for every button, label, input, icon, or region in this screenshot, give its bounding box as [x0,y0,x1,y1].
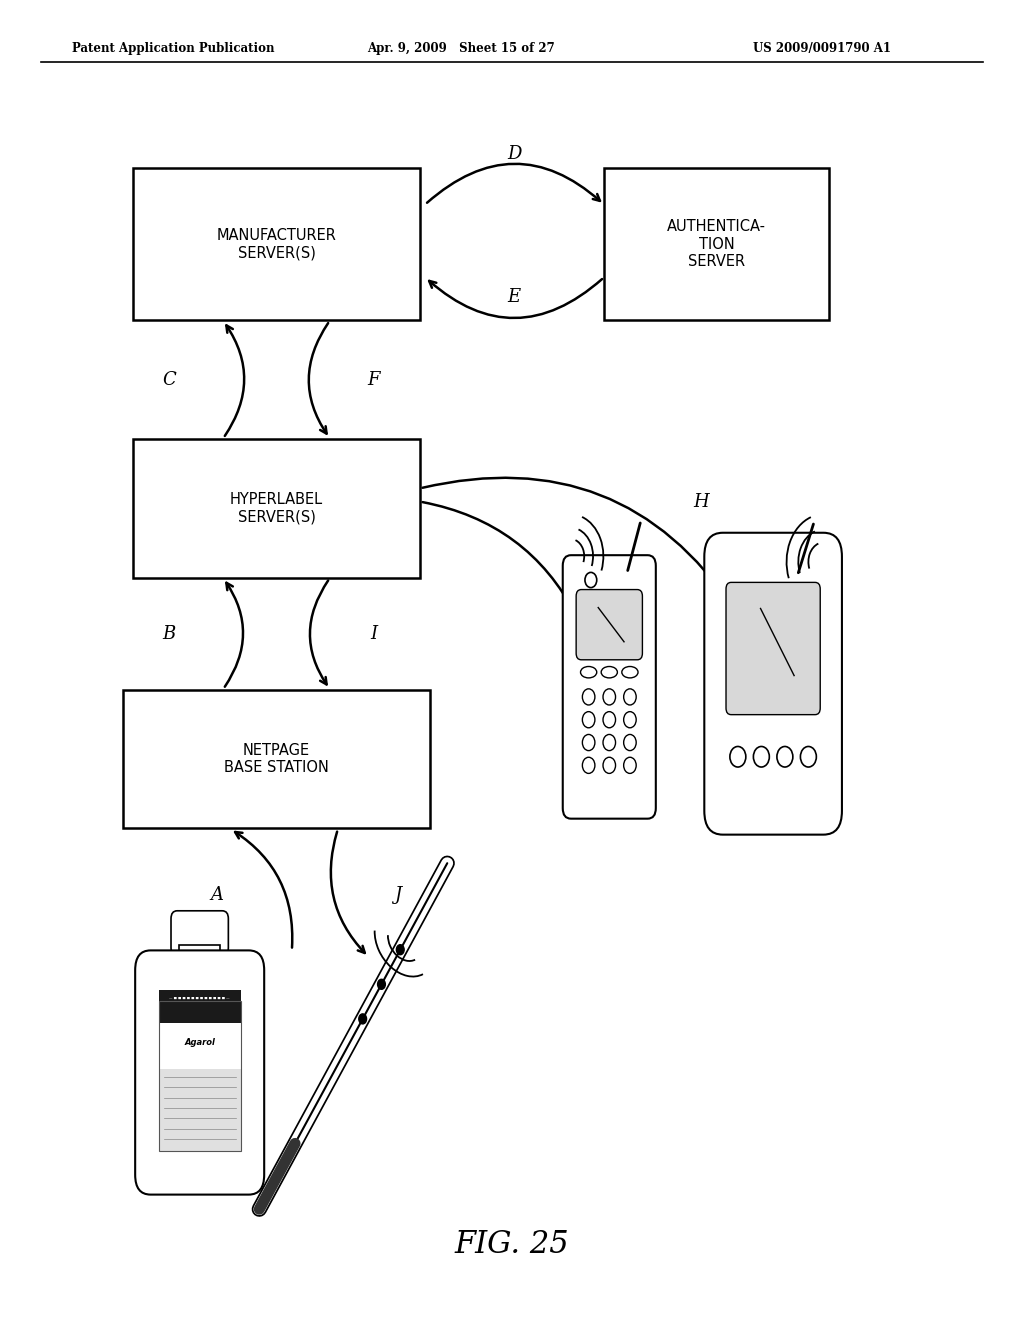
FancyBboxPatch shape [726,582,820,714]
Text: F: F [368,371,380,389]
FancyBboxPatch shape [159,1023,241,1069]
FancyBboxPatch shape [159,1069,241,1151]
FancyBboxPatch shape [135,950,264,1195]
Text: E: E [508,288,520,306]
Text: — ■ ■ ■ ■ ■ ■ ■ ■ ■ ■ ■ ■ —: — ■ ■ ■ ■ ■ ■ ■ ■ ■ ■ ■ ■ — [169,995,230,1001]
Text: J: J [393,886,401,904]
Text: NETPAGE
BASE STATION: NETPAGE BASE STATION [224,743,329,775]
FancyBboxPatch shape [159,990,241,1027]
FancyBboxPatch shape [179,945,220,974]
Text: D: D [507,145,521,164]
Text: US 2009/0091790 A1: US 2009/0091790 A1 [753,42,891,55]
FancyBboxPatch shape [577,590,642,660]
Text: Apr. 9, 2009   Sheet 15 of 27: Apr. 9, 2009 Sheet 15 of 27 [367,42,555,55]
FancyBboxPatch shape [133,169,420,321]
Text: HYPERLABEL
SERVER(S): HYPERLABEL SERVER(S) [230,492,323,524]
Text: B: B [163,624,175,643]
Circle shape [358,1014,367,1024]
Text: Agarol: Agarol [184,1039,215,1047]
Text: H: H [693,492,710,511]
FancyBboxPatch shape [123,689,430,829]
FancyBboxPatch shape [133,438,420,578]
FancyBboxPatch shape [705,533,842,834]
Text: AUTHENTICA-
TION
SERVER: AUTHENTICA- TION SERVER [668,219,766,269]
Text: Patent Application Publication: Patent Application Publication [72,42,274,55]
FancyBboxPatch shape [171,911,228,956]
FancyBboxPatch shape [563,556,655,818]
Text: FIG. 25: FIG. 25 [455,1229,569,1261]
FancyBboxPatch shape [604,169,829,321]
Text: I: I [371,624,377,643]
Text: MANUFACTURER
SERVER(S): MANUFACTURER SERVER(S) [216,228,337,260]
Text: C: C [162,371,176,389]
Circle shape [396,945,404,954]
Text: A: A [211,886,223,904]
Circle shape [378,979,385,989]
Text: G: G [561,574,575,593]
